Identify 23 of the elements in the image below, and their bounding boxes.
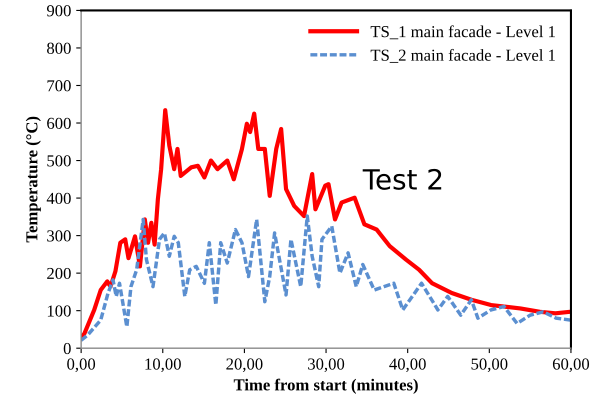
x-axis-title: Time from start (minutes)	[234, 378, 418, 394]
y-tick-label: 500	[47, 155, 71, 166]
y-tick-label: 200	[47, 268, 71, 280]
x-tick-label: 40,00	[389, 358, 426, 372]
y-tick-label: 300	[47, 230, 71, 242]
y-tick-label: 0	[64, 342, 71, 354]
legend-label: TS_1 main facade - Level 1	[370, 25, 555, 40]
annotation: Test 2	[362, 168, 442, 190]
y-tick-label: 900	[46, 5, 71, 16]
x-tick-label: 0,00	[67, 358, 96, 372]
y-tick-label: 100	[48, 305, 71, 317]
line-series	[81, 214, 571, 342]
y-tick-label: 400	[46, 192, 71, 204]
y-tick-label: 800	[47, 42, 71, 54]
x-tick-label: 60,00	[552, 358, 590, 372]
x-tick-label: 10,00	[145, 358, 181, 372]
x-tick-label: 50,00	[472, 358, 508, 372]
legend-label: TS_2 main facade - Level 1	[370, 48, 555, 63]
y-tick-label: 600	[47, 118, 71, 129]
y-tick-label: 700	[48, 80, 71, 92]
x-tick-label: 20,00	[226, 358, 263, 372]
y-axis-title: Temperature (°C)	[26, 116, 41, 242]
x-tick-label: 30,00	[308, 358, 344, 372]
